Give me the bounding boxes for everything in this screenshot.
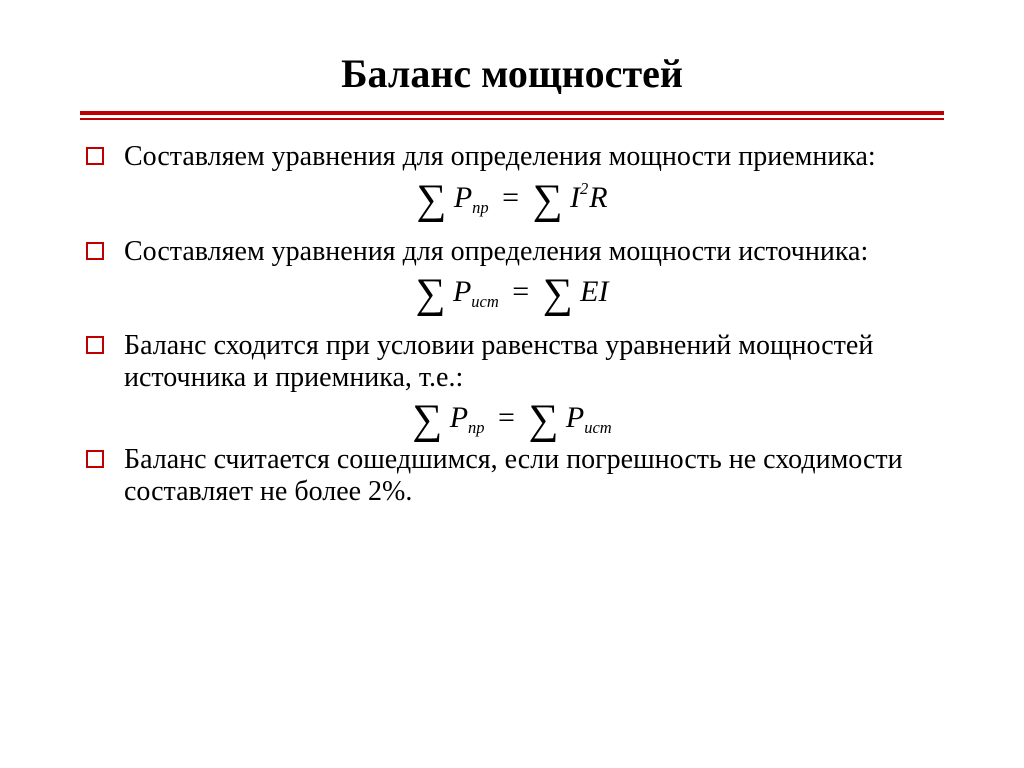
slide-title: Баланс мощностей bbox=[80, 50, 944, 97]
formula-var: I bbox=[570, 181, 580, 214]
sigma-icon: ∑ bbox=[416, 184, 446, 218]
rule-thin bbox=[80, 118, 944, 120]
bullet-item-2: Составляем уравнения для определения мощ… bbox=[80, 236, 944, 268]
formula-sub: пр bbox=[468, 418, 485, 437]
bullet-marker bbox=[86, 242, 104, 260]
formula-var: E bbox=[580, 275, 598, 308]
sigma-icon: ∑ bbox=[528, 404, 558, 438]
sigma-icon: ∑ bbox=[533, 184, 563, 218]
formula-sub: пр bbox=[472, 198, 489, 217]
formula-3: ∑ Pпр = ∑ Pист bbox=[80, 400, 944, 438]
equals-sign: = bbox=[496, 181, 525, 214]
sigma-icon: ∑ bbox=[412, 404, 442, 438]
bullet-item-1: Составляем уравнения для определения мощ… bbox=[80, 141, 944, 173]
bullet-text: Баланс считается сошедшимся, если погреш… bbox=[124, 444, 944, 508]
formula-sup: 2 bbox=[580, 179, 589, 198]
bullet-item-3: Баланс сходится при условии равенства ур… bbox=[80, 330, 944, 394]
formula-var: P bbox=[454, 181, 472, 214]
rule-thick bbox=[80, 111, 944, 115]
formula-var: P bbox=[450, 401, 468, 434]
formula-sub: ист bbox=[471, 292, 499, 311]
bullet-marker bbox=[86, 450, 104, 468]
bullet-item-4: Баланс считается сошедшимся, если погреш… bbox=[80, 444, 944, 508]
sigma-icon: ∑ bbox=[416, 278, 446, 312]
bullet-text: Баланс сходится при условии равенства ур… bbox=[124, 330, 944, 394]
formula-1: ∑ Pпр = ∑ I2R bbox=[80, 179, 944, 218]
bullet-marker bbox=[86, 336, 104, 354]
equals-sign: = bbox=[492, 401, 521, 434]
formula-2: ∑ Pист = ∑ EI bbox=[80, 274, 944, 312]
slide: Баланс мощностей Составляем уравнения дл… bbox=[0, 0, 1024, 554]
bullet-text: Составляем уравнения для определения мощ… bbox=[124, 236, 944, 268]
formula-var: R bbox=[589, 181, 607, 214]
bullet-text: Составляем уравнения для определения мощ… bbox=[124, 141, 944, 173]
formula-sub: ист bbox=[584, 418, 612, 437]
equals-sign: = bbox=[506, 275, 535, 308]
sigma-icon: ∑ bbox=[543, 278, 573, 312]
formula-var: P bbox=[453, 275, 471, 308]
formula-var: P bbox=[566, 401, 584, 434]
bullet-marker bbox=[86, 147, 104, 165]
title-rules bbox=[80, 111, 944, 119]
formula-var: I bbox=[598, 275, 608, 308]
